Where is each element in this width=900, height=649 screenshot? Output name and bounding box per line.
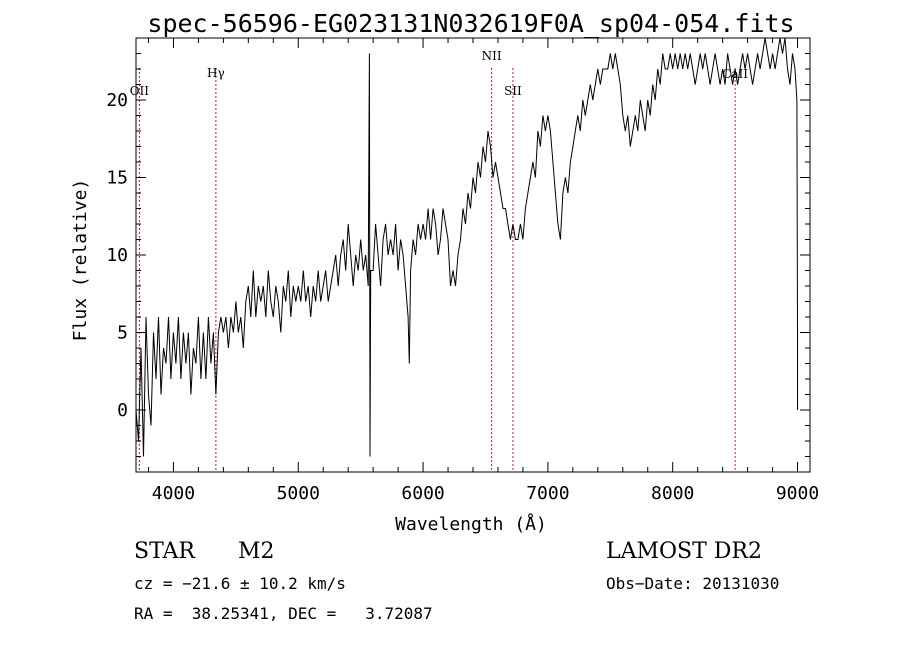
line-marker-label: OII <box>130 84 150 98</box>
y-tick-label: 5 <box>117 323 128 344</box>
plot-frame <box>135 37 811 473</box>
spectrum-line <box>135 37 798 457</box>
y-axis-label: Flux (relative) <box>70 179 91 342</box>
y-tick-label: 20 <box>106 90 128 111</box>
chart-title: spec-56596-EG023131N032619F0A_sp04-054.f… <box>147 9 794 38</box>
x-tick-label: 9000 <box>776 483 819 504</box>
line-marker-label: NII <box>482 49 502 63</box>
x-tick-label: 5000 <box>277 483 320 504</box>
line-marker-label: Hγ <box>207 66 225 80</box>
line-marker-label: SII <box>504 84 522 98</box>
y-tick-label: 15 <box>106 168 128 189</box>
x-tick-label: 8000 <box>651 483 694 504</box>
survey-name: LAMOST DR2 <box>606 539 762 564</box>
object-subclass: M2 <box>238 539 275 564</box>
x-axis-label: Wavelength (Å) <box>395 513 547 535</box>
info-panel: STAR M2 LAMOST DR2 cz = −21.6 ± 10.2 km/… <box>134 539 779 623</box>
observation-date: Obs−Date: 20131030 <box>606 574 779 593</box>
spectrum-series <box>135 37 798 457</box>
x-axis: 4000 5000 6000 7000 8000 9000 <box>147 38 819 504</box>
plot-area: OII Hγ NII SII CaII 4000 5000 6000 7000 8000 9000… <box>106 37 819 504</box>
redshift-cz: cz = −21.6 ± 10.2 km/s <box>134 574 346 593</box>
x-tick-label: 7000 <box>526 483 569 504</box>
x-tick-label: 6000 <box>401 483 444 504</box>
x-tick-label: 4000 <box>152 483 195 504</box>
line-markers: OII Hγ NII SII CaII <box>130 49 748 472</box>
object-class: STAR <box>134 539 196 564</box>
line-marker-label: CaII <box>722 67 748 81</box>
y-axis: 0 5 10 15 20 <box>106 37 810 473</box>
y-tick-label: 10 <box>106 245 128 266</box>
y-tick-label: 0 <box>117 400 128 421</box>
ra-dec: RA = 38.25341, DEC = 3.72087 <box>134 604 433 623</box>
